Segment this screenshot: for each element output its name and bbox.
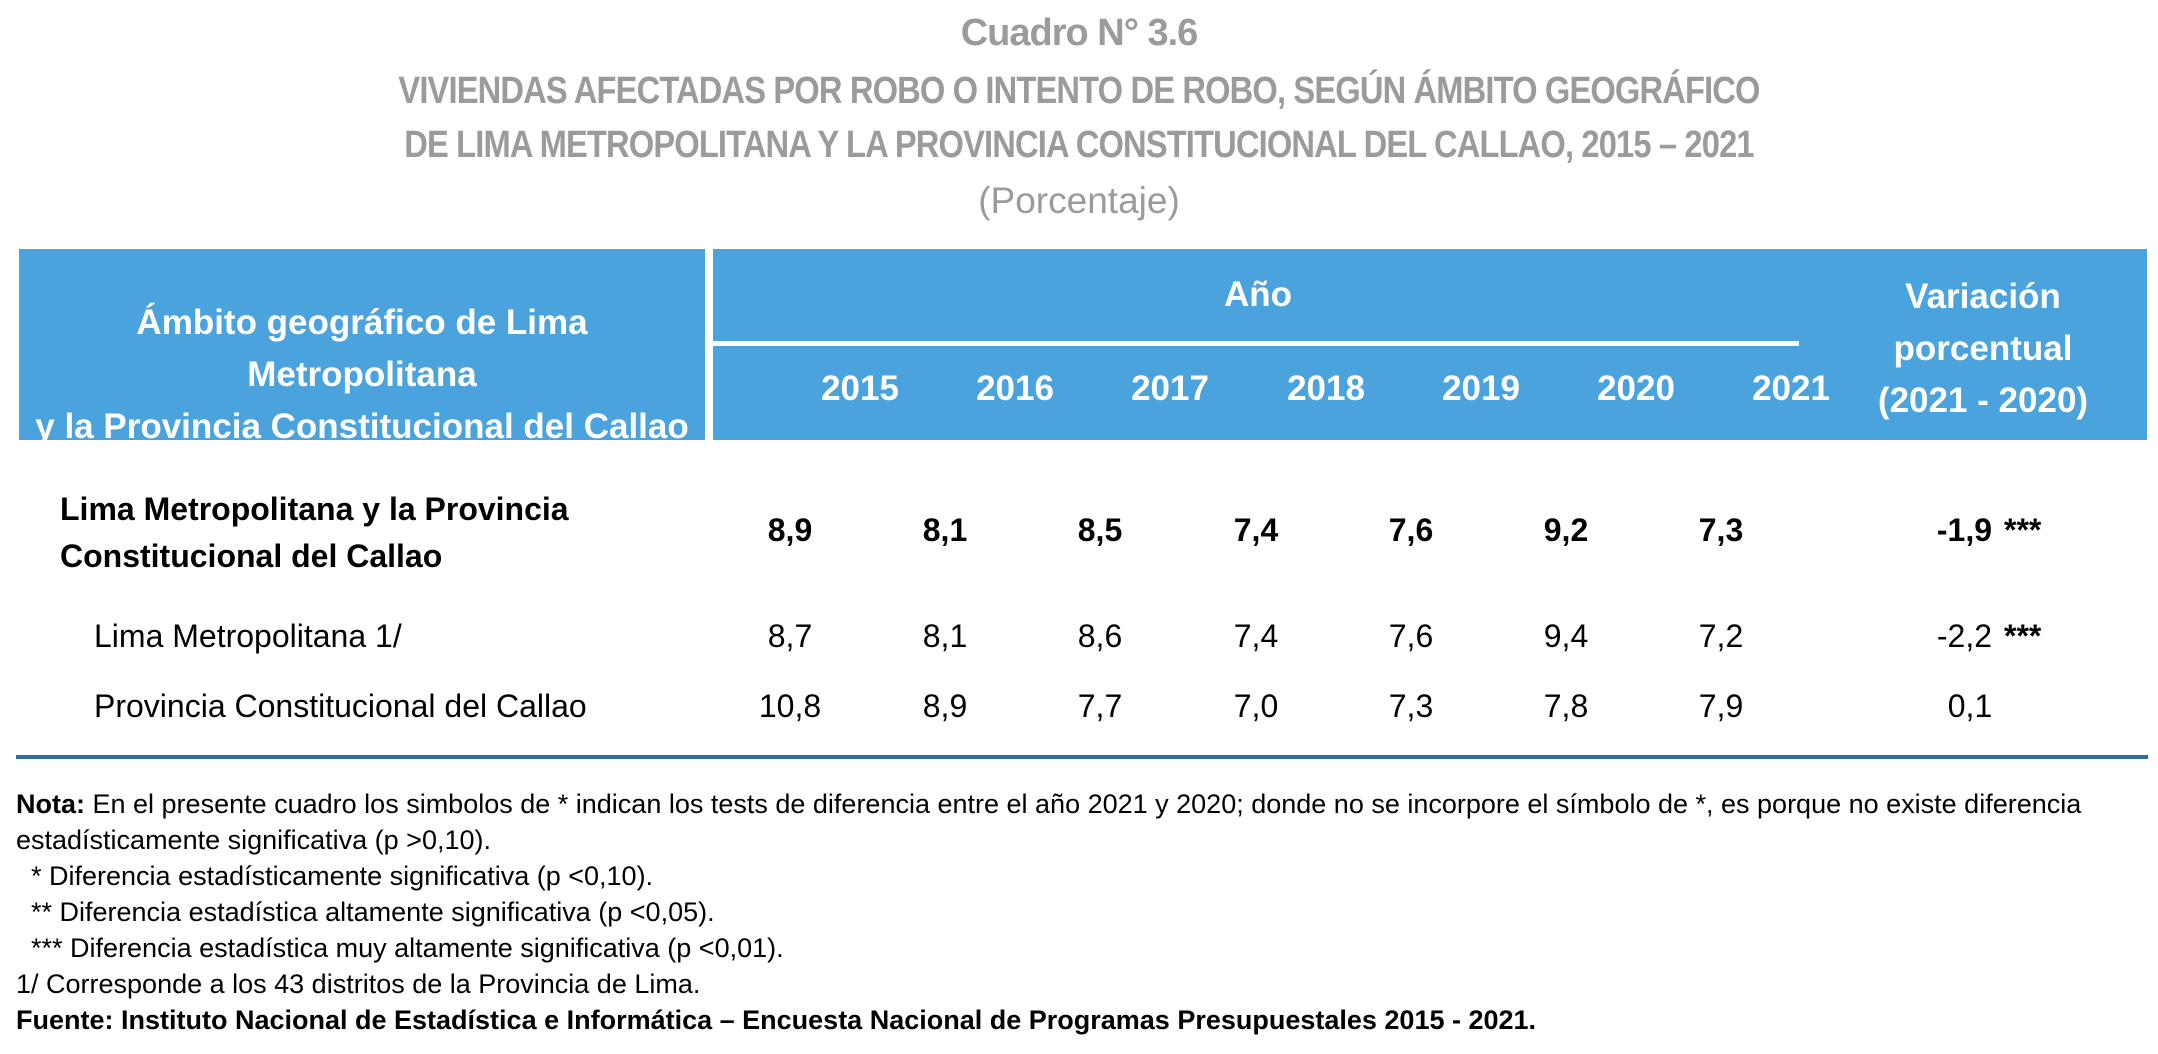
source-line: Fuente: Instituto Nacional de Estadístic… xyxy=(16,1005,1537,1035)
note-paragraph: Nota: En el presente cuadro los simbolos… xyxy=(16,789,2082,855)
table-bottom-rule xyxy=(16,755,2148,759)
header-geo-cell: Ámbito geográfico de Lima Metropolitana … xyxy=(19,249,705,446)
table-number: Cuadro N° 3.6 xyxy=(960,12,1199,54)
cell-value: 7,6 xyxy=(1388,512,1434,548)
cell-value: 7,0 xyxy=(1233,688,1279,724)
footnote-1: 1/ Corresponde a los 43 distritos de la … xyxy=(16,969,701,999)
table-notes: Nota: En el presente cuadro los simbolos… xyxy=(16,786,2150,1038)
header-year-2015: 2015 xyxy=(821,369,899,408)
cell-value: 7,7 xyxy=(1077,688,1123,724)
cell-value: 7,6 xyxy=(1388,618,1434,654)
note-star2: ** Diferencia estadística altamente sign… xyxy=(16,897,715,927)
cell-value: 7,4 xyxy=(1233,618,1279,654)
table-unit: (Porcentaje) xyxy=(978,180,1180,221)
row-label-lima: Lima Metropolitana 1/ xyxy=(94,618,402,654)
header-anio: Año xyxy=(1223,275,1293,314)
cell-variation: -1,9 xyxy=(1936,512,1992,548)
header-year-2017: 2017 xyxy=(1131,369,1209,408)
header-year-2020: 2020 xyxy=(1597,369,1675,408)
cell-value: 8,6 xyxy=(1077,618,1123,654)
significance-stars: *** xyxy=(2004,512,2042,548)
header-year-2016: 2016 xyxy=(976,369,1054,408)
significance-stars: *** xyxy=(2004,618,2042,654)
cell-variation: -2,2 xyxy=(1936,618,1992,654)
cell-variation: 0,1 xyxy=(1947,688,1993,724)
cell-value: 8,9 xyxy=(922,688,968,724)
cell-value: 10,8 xyxy=(758,688,822,724)
cell-value: 8,1 xyxy=(922,618,968,654)
header-years-cell: Año 2015 2016 2017 2018 2019 2020 2021 V… xyxy=(713,249,2147,440)
note-star3: *** Diferencia estadística muy altamente… xyxy=(16,933,784,963)
row-label-total: Lima Metropolitana y la Provincia Consti… xyxy=(60,491,569,574)
header-variation: Variación porcentual (2021 - 2020) xyxy=(1877,277,2089,420)
cell-value: 9,4 xyxy=(1543,618,1589,654)
header-geo-label: Ámbito geográfico de Lima Metropolitana … xyxy=(35,303,689,446)
cell-value: 7,2 xyxy=(1698,618,1744,654)
cell-value: 7,8 xyxy=(1543,688,1589,724)
cell-value: 9,2 xyxy=(1543,512,1589,548)
cell-value: 7,3 xyxy=(1388,688,1434,724)
cell-value: 8,7 xyxy=(767,618,813,654)
note-star1: * Diferencia estadísticamente significat… xyxy=(16,861,654,891)
header-year-2021: 2021 xyxy=(1752,369,1830,408)
cell-value: 7,4 xyxy=(1233,512,1279,548)
header-year-2019: 2019 xyxy=(1442,369,1520,408)
cell-value: 8,5 xyxy=(1077,512,1123,548)
cell-value: 7,3 xyxy=(1698,512,1744,548)
cell-value: 8,1 xyxy=(922,512,968,548)
table-title-line2: DE LIMA METROPOLITANA Y LA PROVINCIA CON… xyxy=(404,124,1754,166)
header-year-2018: 2018 xyxy=(1287,369,1365,408)
cell-value: 7,9 xyxy=(1698,688,1744,724)
row-label-callao: Provincia Constitucional del Callao xyxy=(94,688,587,724)
table-title-line1: VIVIENDAS AFECTADAS POR ROBO O INTENTO D… xyxy=(398,70,1760,112)
cell-value: 8,9 xyxy=(767,512,813,548)
header-divider xyxy=(713,341,1799,346)
